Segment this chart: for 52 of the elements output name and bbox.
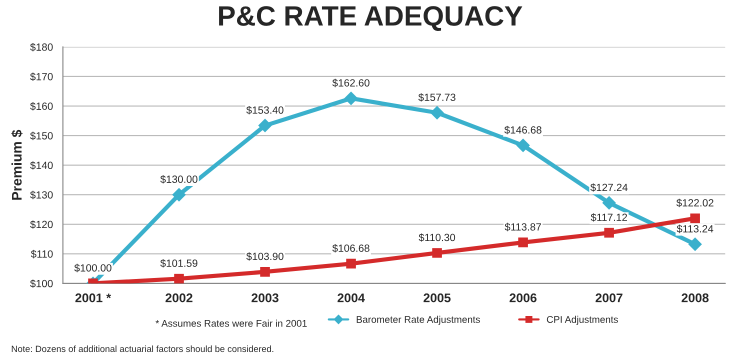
x-tick-label: 2004 [338, 293, 365, 302]
point [604, 228, 614, 238]
data-label: $127.24 [590, 183, 628, 192]
data-label: $106.68 [332, 244, 370, 252]
point [516, 138, 530, 152]
data-label: $157.73 [418, 93, 456, 102]
data-label: $113.87 [504, 222, 541, 232]
x-tick-label: 2001 * [75, 293, 112, 302]
point [518, 238, 528, 248]
point [432, 248, 442, 258]
point [258, 118, 272, 132]
point [344, 92, 358, 105]
y-tick-label: $160 [30, 102, 53, 111]
y-tick-label: $150 [30, 132, 53, 140]
point [430, 106, 444, 120]
data-label: $113.24 [676, 224, 714, 234]
data-label: $117.12 [590, 213, 628, 222]
y-tick-label: $100 [30, 279, 53, 288]
data-label: $101.59 [160, 259, 198, 268]
point [690, 213, 700, 224]
data-label: $110.30 [418, 233, 456, 242]
legend-label: Barometer Rate Adjustments [356, 316, 480, 325]
point [260, 266, 270, 277]
x-tick-label: 2003 [252, 293, 278, 302]
y-axis-title: Premium $ [11, 130, 23, 200]
y-tick-label: $140 [30, 161, 53, 170]
chart-title: P&C RATE ADEQUACY [219, 6, 522, 32]
x-tick-label: 2006 [510, 293, 537, 302]
y-tick-label: $170 [30, 72, 53, 81]
point [602, 196, 616, 210]
point [346, 258, 356, 269]
data-label: $130.00 [160, 175, 198, 184]
data-label: $103.90 [246, 252, 284, 261]
y-tick-label: $110 [30, 250, 53, 258]
y-tick-label: $130 [30, 190, 53, 200]
data-label: $146.68 [504, 126, 542, 134]
data-label: $100.00 [74, 264, 112, 272]
x-tick-label: 2005 [424, 293, 451, 302]
y-tick-label: $120 [30, 220, 53, 229]
text: * Assumes Rates were Fair in 2001 [156, 320, 307, 327]
legend-label: CPI Adjustments [546, 316, 618, 325]
data-label: $122.02 [676, 198, 714, 208]
x-tick-label: 2008 [682, 293, 709, 302]
data-label: $162.60 [332, 78, 370, 88]
text: Note: Dozens of additional actuarial factors should be considered. [12, 345, 274, 352]
point [688, 238, 702, 251]
x-tick-label: 2002 [166, 293, 192, 302]
point [174, 274, 184, 284]
y-tick-label: $180 [30, 42, 53, 52]
x-tick-label: 2007 [596, 293, 622, 302]
point [172, 188, 186, 202]
data-label: $153.40 [246, 106, 284, 114]
